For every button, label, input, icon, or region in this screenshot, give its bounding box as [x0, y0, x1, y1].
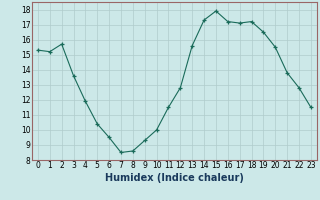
X-axis label: Humidex (Indice chaleur): Humidex (Indice chaleur) [105, 173, 244, 183]
